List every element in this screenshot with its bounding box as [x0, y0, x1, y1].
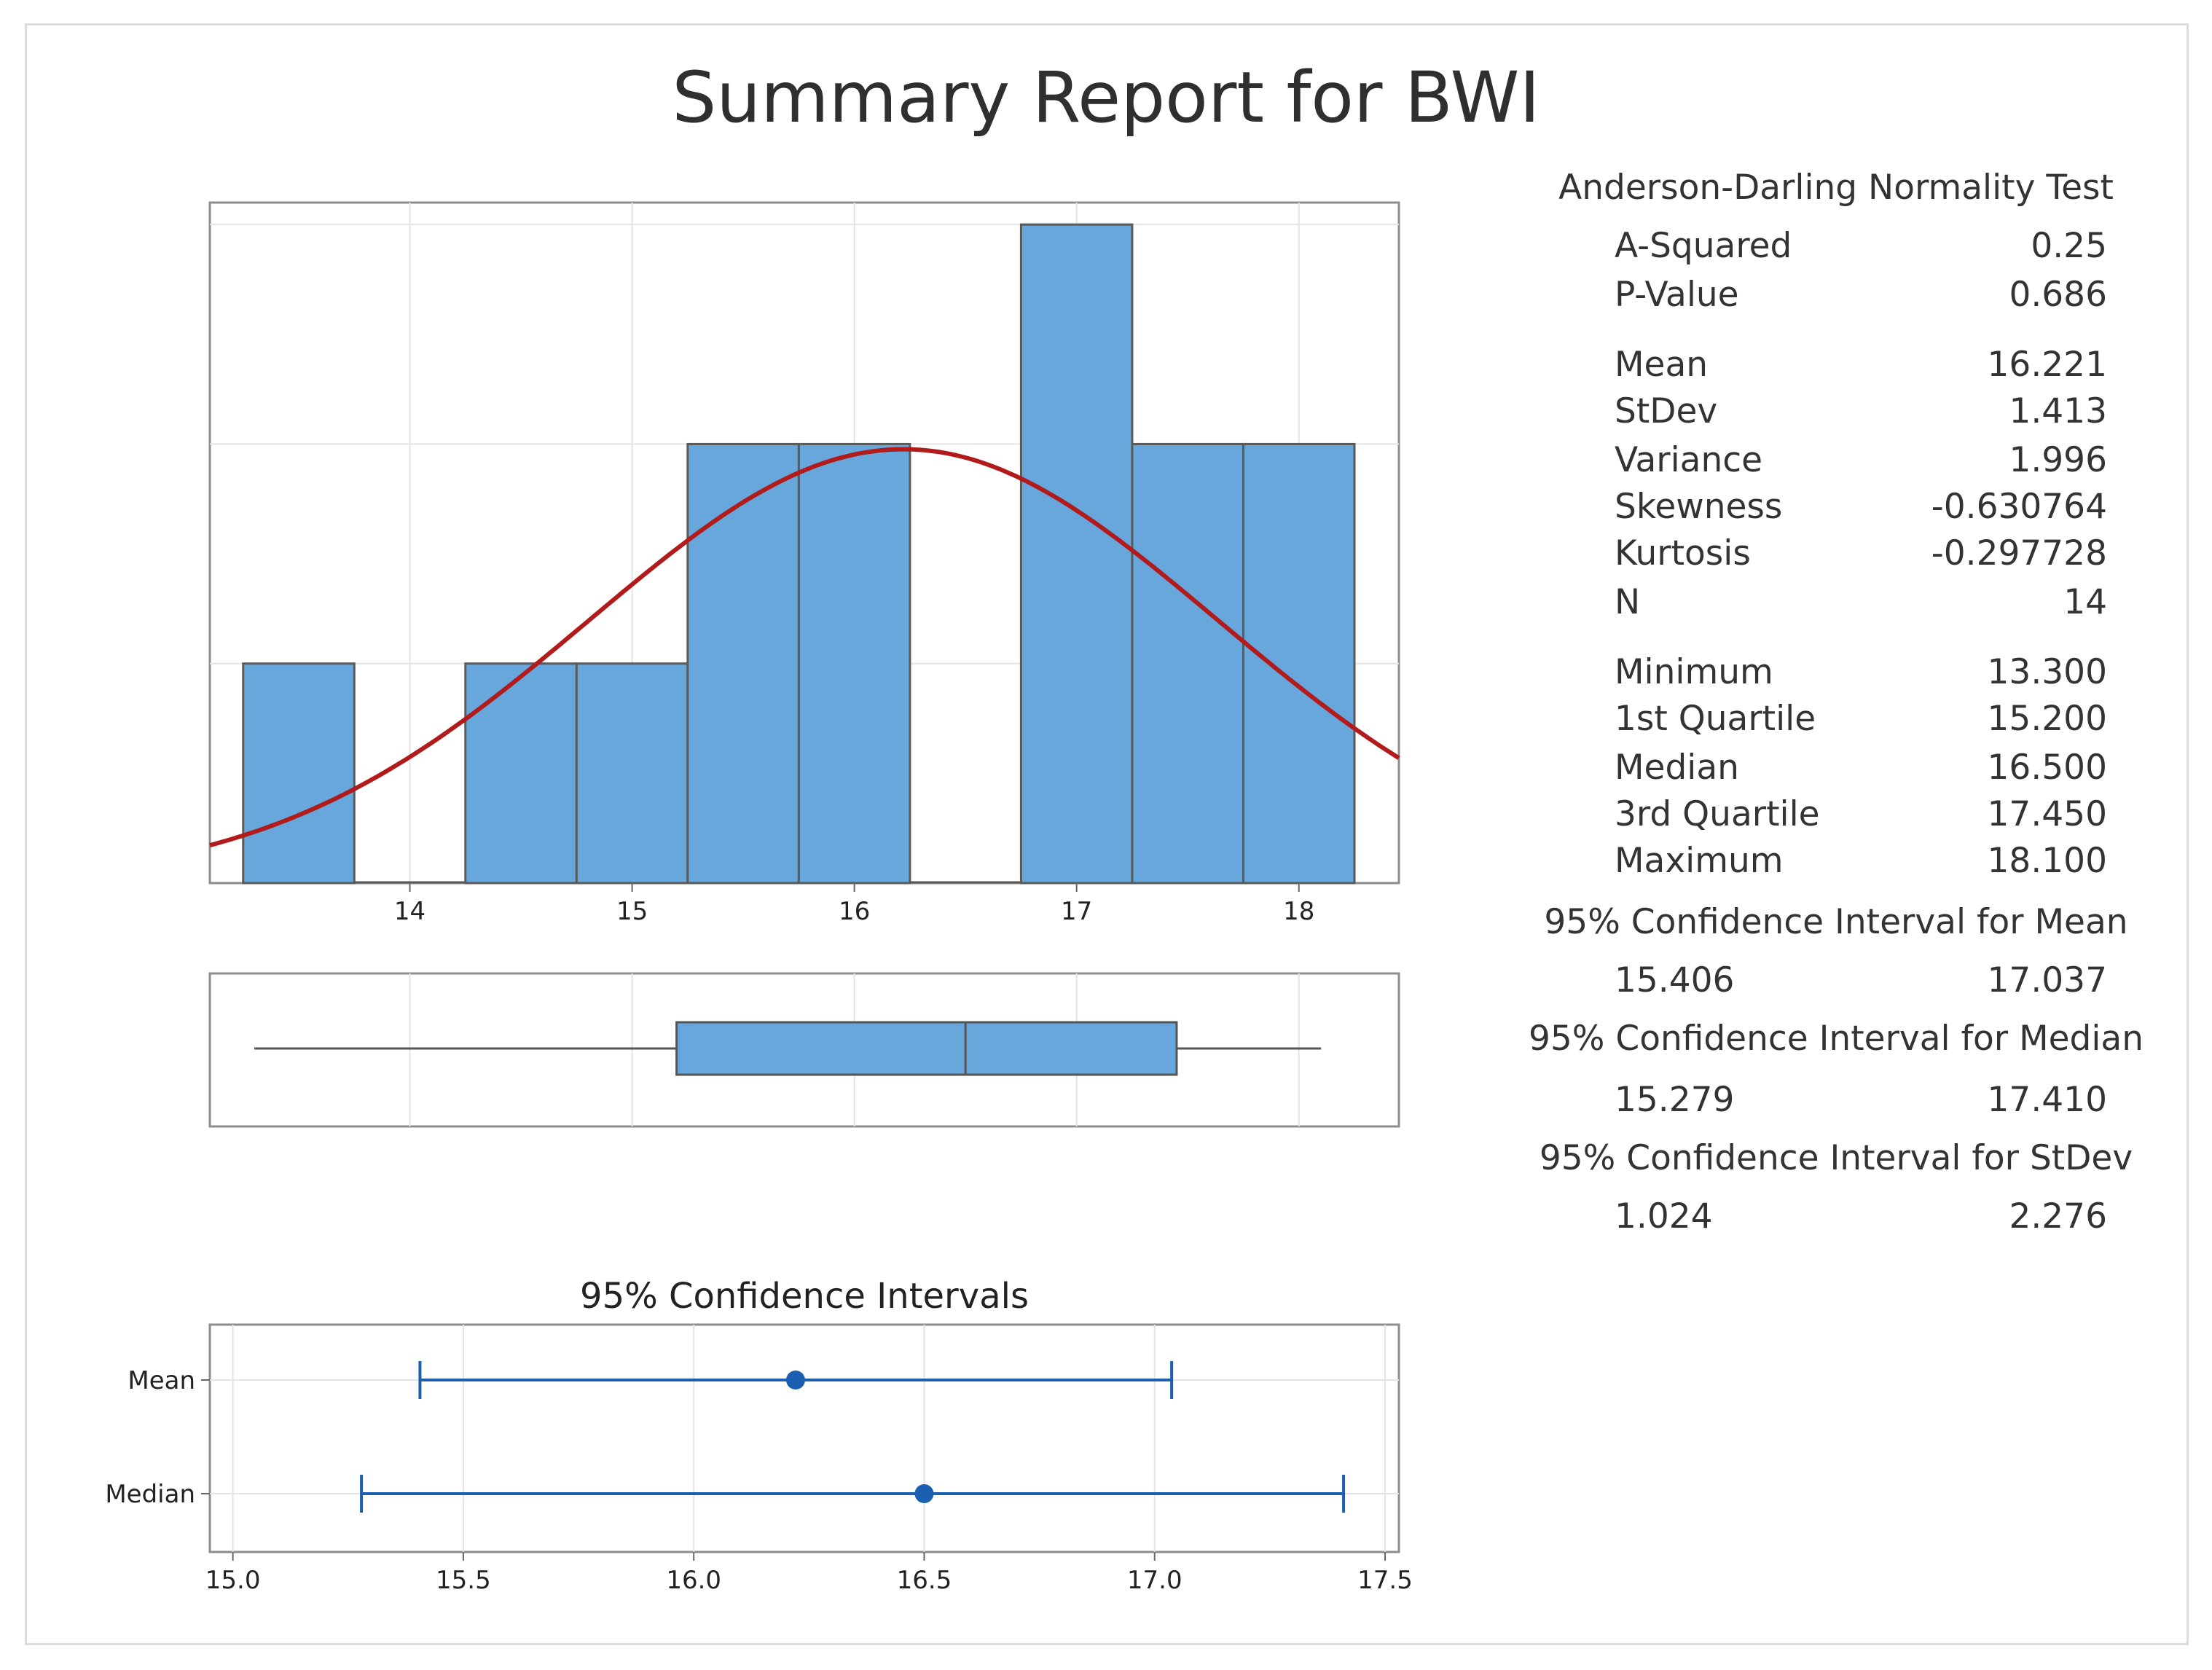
ad-test-title: Anderson-Darling Normality Test — [1558, 168, 2114, 208]
ci-tick-label: 16.5 — [897, 1566, 952, 1595]
ci-stdev-title: 95% Confidence Interval for StDev — [1539, 1138, 2133, 1178]
histogram-tick-label: 14 — [394, 897, 425, 926]
ci-x-axis: 15.0 15.5 16.0 16.5 17.0 17.5 — [205, 1552, 1413, 1595]
kurtosis-label: Kurtosis — [1615, 533, 1751, 573]
skewness-value: -0.630764 — [1931, 487, 2107, 527]
ci-tick-label: 16.0 — [666, 1566, 721, 1595]
ci-y-label: Mean — [128, 1366, 195, 1395]
p-value-value: 0.686 — [2009, 275, 2107, 315]
ci-tick-label: 15.0 — [205, 1566, 261, 1595]
histogram-x-axis: 14 15 16 17 18 — [394, 883, 1314, 926]
maximum-value: 18.100 — [1987, 841, 2107, 881]
q3-value: 17.450 — [1987, 794, 2107, 834]
ci-y-axis: Mean Median — [105, 1366, 210, 1509]
histogram-bar — [1019, 223, 1134, 885]
boxplot-marks — [254, 1021, 1322, 1076]
histogram-tick-label: 18 — [1283, 897, 1314, 926]
mean-value: 16.221 — [1987, 345, 2107, 385]
ci-estimate-point — [785, 1371, 805, 1389]
statistics-panel: Anderson-Darling Normality Test A-Square… — [1486, 0, 2186, 1275]
report-frame — [25, 23, 2189, 1645]
ci-tick-label: 17.5 — [1357, 1566, 1413, 1595]
median-label: Median — [1615, 748, 1739, 788]
mean-label: Mean — [1615, 345, 1709, 385]
histogram-bars — [242, 223, 1356, 885]
ci-median-upper: 17.410 — [1987, 1080, 2107, 1120]
ci-plot-area — [208, 1323, 1400, 1553]
histogram-tick-label: 17 — [1061, 897, 1092, 926]
boxplot-panel — [208, 972, 1400, 1128]
q1-label: 1st Quartile — [1615, 699, 1816, 739]
histogram-bar — [242, 662, 356, 885]
ci-median-lower: 15.279 — [1615, 1080, 1735, 1120]
histogram-panel: 14 15 16 17 18 — [208, 201, 1400, 926]
confidence-interval-panel: 95% Confidence Intervals 15.0 15.5 16.0 16.… — [105, 1276, 1413, 1595]
ci-stdev-upper: 2.276 — [2009, 1196, 2107, 1236]
kurtosis-value: -0.297728 — [1931, 533, 2107, 573]
ci-median-title: 95% Confidence Interval for Median — [1528, 1019, 2144, 1059]
n-value: 14 — [2063, 582, 2107, 622]
histogram-bar — [686, 442, 800, 885]
variance-label: Variance — [1615, 440, 1763, 480]
minimum-value: 13.300 — [1987, 652, 2107, 692]
a-squared-value: 0.25 — [2031, 226, 2107, 266]
histogram-bar — [464, 662, 578, 885]
ci-y-label: Median — [105, 1480, 195, 1509]
median-value: 16.500 — [1987, 748, 2107, 788]
p-value-label: P-Value — [1615, 275, 1739, 315]
ci-tick-label: 15.5 — [436, 1566, 491, 1595]
q1-value: 15.200 — [1987, 699, 2107, 739]
minimum-label: Minimum — [1615, 652, 1773, 692]
report-title: Summary Report for BWI — [672, 57, 1540, 138]
stdev-value: 1.413 — [2009, 391, 2107, 431]
q3-label: 3rd Quartile — [1615, 794, 1820, 834]
normal-fit-curve — [209, 447, 1400, 847]
stdev-label: StDev — [1615, 391, 1718, 431]
variance-value: 1.996 — [2009, 440, 2107, 480]
histogram-bar — [575, 662, 689, 885]
ci-mean-lower: 15.406 — [1615, 960, 1735, 1000]
n-label: N — [1615, 582, 1641, 622]
histogram-bar — [1131, 442, 1244, 885]
ci-stdev-lower: 1.024 — [1615, 1196, 1713, 1236]
ci-mean-upper: 17.037 — [1987, 960, 2107, 1000]
ci-tick-label: 17.0 — [1127, 1566, 1183, 1595]
ci-mean-title: 95% Confidence Interval for Mean — [1544, 902, 2128, 942]
a-squared-label: A-Squared — [1615, 226, 1792, 266]
histogram-tick-label: 16 — [839, 897, 870, 926]
histogram-bar — [797, 442, 911, 885]
ci-estimate-point — [914, 1484, 934, 1503]
histogram-bar — [1242, 442, 1356, 885]
maximum-label: Maximum — [1615, 841, 1784, 881]
ci-marks — [360, 1361, 1346, 1513]
boxplot-box — [675, 1021, 1178, 1076]
ci-chart-title: 95% Confidence Intervals — [580, 1276, 1029, 1317]
skewness-label: Skewness — [1615, 487, 1783, 527]
histogram-tick-label: 15 — [616, 897, 648, 926]
